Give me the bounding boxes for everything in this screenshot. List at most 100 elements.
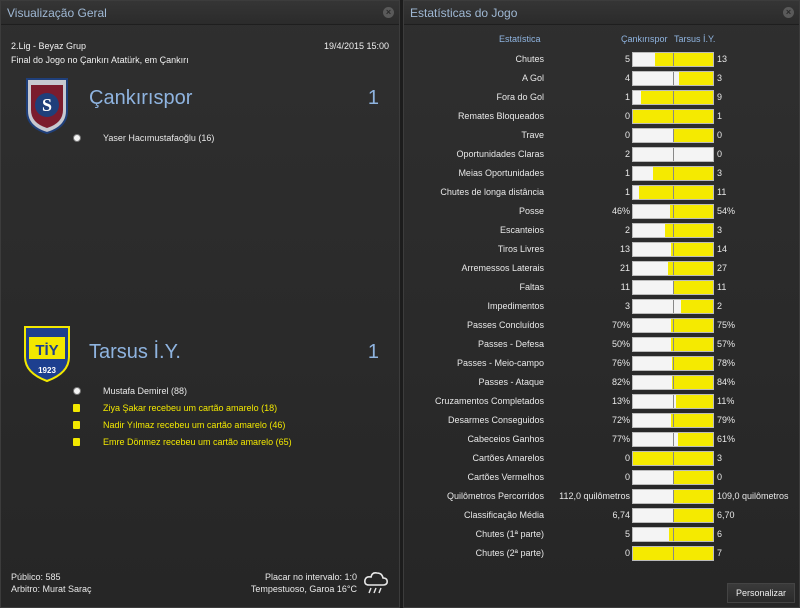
stat-row: Chutes de longa distância 1 11 bbox=[404, 183, 800, 202]
stat-row: Escanteios 2 3 bbox=[404, 221, 800, 240]
away-team-name[interactable]: Tarsus İ.Y. bbox=[89, 341, 181, 363]
event-text: Ziya Şakar recebeu um cartão amarelo (18… bbox=[103, 403, 278, 413]
away-share-fill bbox=[665, 224, 713, 237]
stat-label: Passes - Ataque bbox=[478, 377, 544, 387]
bar-midline bbox=[673, 509, 674, 522]
bar-midline bbox=[673, 224, 674, 237]
close-icon[interactable]: × bbox=[783, 7, 794, 18]
bar-midline bbox=[673, 186, 674, 199]
away-team-logo: TİY 1923 bbox=[24, 326, 70, 383]
bar-midline bbox=[673, 53, 674, 66]
close-icon[interactable]: × bbox=[383, 7, 394, 18]
stat-comparison-bar bbox=[632, 90, 714, 105]
away-share-fill bbox=[673, 471, 713, 484]
away-stat-value: 11 bbox=[717, 282, 727, 292]
overview-panel: Visualização Geral × 2.Lig - Beyaz Grup … bbox=[0, 0, 400, 608]
away-stat-value: 79% bbox=[717, 415, 736, 425]
stat-row: Passes - Defesa 50% 57% bbox=[404, 335, 800, 354]
home-stat-value: 72% bbox=[611, 415, 630, 425]
bar-midline bbox=[673, 338, 674, 351]
stat-comparison-bar bbox=[632, 223, 714, 238]
away-share-fill bbox=[673, 509, 713, 522]
stat-row: Passes - Ataque 82% 84% bbox=[404, 373, 800, 392]
stat-label: Meias Oportunidades bbox=[458, 168, 544, 178]
stat-label: Trave bbox=[521, 130, 544, 140]
away-stat-value: 7 bbox=[717, 548, 723, 558]
stat-row: Remates Bloqueados 0 1 bbox=[404, 107, 800, 126]
stat-label: Cartões Amarelos bbox=[472, 453, 544, 463]
football-icon bbox=[73, 134, 81, 142]
stat-row: Desarmes Conseguidos 72% 79% bbox=[404, 411, 800, 430]
bar-midline bbox=[673, 376, 674, 389]
stat-label: Chutes (1ª parte) bbox=[475, 529, 544, 539]
away-share-fill bbox=[678, 72, 713, 85]
away-share-fill bbox=[641, 91, 713, 104]
stat-comparison-bar bbox=[632, 128, 714, 143]
stat-comparison-bar bbox=[632, 299, 714, 314]
stat-comparison-bar bbox=[632, 204, 714, 219]
bar-midline bbox=[673, 91, 674, 104]
away-share-fill bbox=[681, 300, 713, 313]
stat-row: Faltas 11 11 bbox=[404, 278, 800, 297]
stat-comparison-bar bbox=[632, 261, 714, 276]
stat-comparison-bar bbox=[632, 242, 714, 257]
stat-label: Escanteios bbox=[499, 225, 544, 235]
away-stat-value: 11% bbox=[717, 396, 735, 406]
away-share-fill bbox=[668, 262, 713, 275]
home-stat-value: 76% bbox=[611, 358, 630, 368]
stat-column-header[interactable]: Estatística bbox=[499, 34, 541, 44]
football-icon bbox=[73, 387, 81, 395]
stat-label: Posse bbox=[518, 206, 544, 216]
stat-label: Cartões Vermelhos bbox=[467, 472, 544, 482]
stat-row: Chutes (1ª parte) 5 6 bbox=[404, 525, 800, 544]
away-share-fill bbox=[671, 319, 713, 332]
stat-comparison-bar bbox=[632, 147, 714, 162]
away-stat-value: 27 bbox=[717, 263, 728, 273]
home-stat-value: 70% bbox=[611, 320, 630, 330]
stat-row: Fora do Gol 1 9 bbox=[404, 88, 800, 107]
away-stat-value: 3 bbox=[717, 168, 723, 178]
away-column-header[interactable]: Tarsus İ.Y. bbox=[674, 34, 716, 44]
away-team-row: TİY 1923 Tarsus İ.Y. 1 bbox=[19, 323, 385, 383]
stat-row: Chutes 5 13 bbox=[404, 50, 800, 69]
home-stat-value: 0 bbox=[624, 130, 630, 140]
away-stat-value: 75% bbox=[717, 320, 736, 330]
stat-comparison-bar bbox=[632, 375, 714, 390]
home-stat-value: 5 bbox=[624, 54, 630, 64]
stats-title: Estatísticas do Jogo bbox=[410, 6, 518, 20]
stat-comparison-bar bbox=[632, 470, 714, 485]
home-team-name[interactable]: Çankırıspor bbox=[89, 87, 193, 109]
attendance-label: Público: 585 bbox=[11, 572, 61, 582]
stat-row: Arremessos Laterais 21 27 bbox=[404, 259, 800, 278]
home-stat-value: 13 bbox=[619, 244, 630, 254]
home-stat-value: 0 bbox=[624, 111, 630, 121]
bar-midline bbox=[673, 319, 674, 332]
stat-row: Impedimentos 3 2 bbox=[404, 297, 800, 316]
bar-midline bbox=[673, 300, 674, 313]
stat-label: Fora do Gol bbox=[496, 92, 544, 102]
bar-midline bbox=[673, 414, 674, 427]
home-column-header[interactable]: Çankırıspor bbox=[621, 34, 668, 44]
match-footer-left: Público: 585 Arbitro: Murat Saraç bbox=[11, 571, 92, 595]
away-stat-value: 6,70 bbox=[717, 510, 735, 520]
away-share-fill bbox=[669, 205, 713, 218]
bar-midline bbox=[673, 262, 674, 275]
event-text: Yaser Hacımustafaoğlu (16) bbox=[103, 133, 215, 143]
stat-comparison-bar bbox=[632, 318, 714, 333]
stat-comparison-bar bbox=[632, 451, 714, 466]
away-logo-year: 1923 bbox=[38, 366, 56, 375]
home-team-score: 1 bbox=[367, 87, 379, 109]
bar-midline bbox=[673, 243, 674, 256]
home-stat-value: 13% bbox=[611, 396, 630, 406]
away-share-fill bbox=[673, 129, 713, 142]
stat-label: Chutes de longa distância bbox=[440, 187, 544, 197]
overview-header: Visualização Geral × bbox=[1, 1, 399, 25]
bar-midline bbox=[673, 167, 674, 180]
referee-label: Arbitro: Murat Saraç bbox=[11, 584, 92, 594]
bar-midline bbox=[673, 528, 674, 541]
stat-label: Passes - Meio-campo bbox=[456, 358, 544, 368]
stat-row: Passes Concluídos 70% 75% bbox=[404, 316, 800, 335]
venue-label: Final do Jogo no Çankırı Atatürk, em Çan… bbox=[11, 55, 189, 65]
personalize-button[interactable]: Personalizar bbox=[727, 583, 795, 603]
away-share-fill bbox=[677, 433, 713, 446]
